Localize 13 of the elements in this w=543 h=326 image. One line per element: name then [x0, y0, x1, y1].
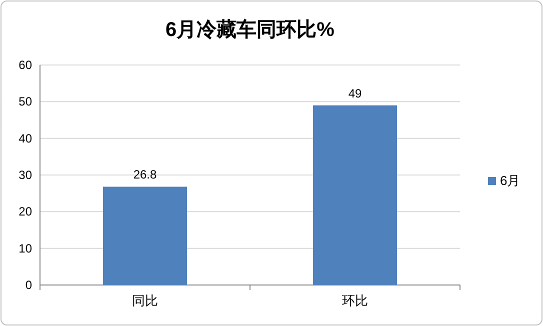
y-tick-label: 20 — [18, 204, 32, 219]
chart-title: 6月冷藏车同环比% — [166, 18, 335, 41]
data-label: 26.8 — [133, 168, 157, 182]
x-tick-label: 环比 — [342, 293, 368, 308]
y-tick-label: 40 — [18, 131, 32, 146]
y-tick-label: 50 — [18, 94, 32, 109]
x-tick-label: 同比 — [132, 293, 158, 308]
y-tick-label: 0 — [25, 278, 32, 292]
legend-label: 6月 — [500, 173, 520, 188]
data-label: 49 — [348, 86, 362, 100]
y-tick-label: 10 — [18, 241, 32, 256]
y-tick-label: 30 — [18, 168, 32, 182]
y-tick-label: 60 — [18, 58, 32, 72]
